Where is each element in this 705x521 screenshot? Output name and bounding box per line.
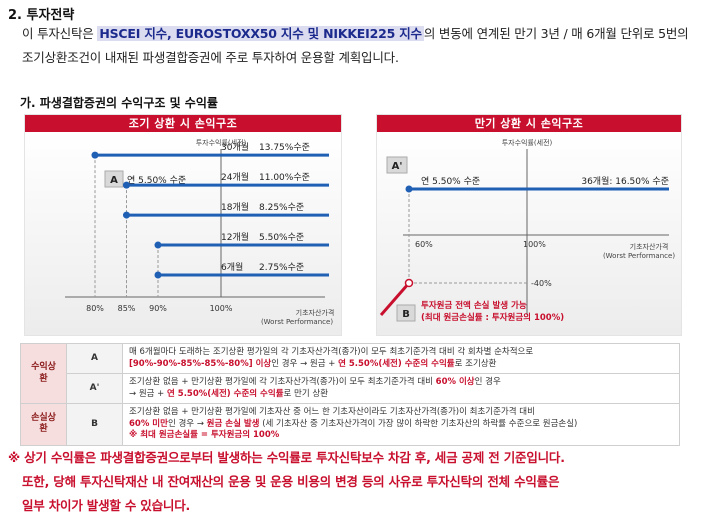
intro-post: 의 변동에 연계된 만기 3년 / 매 6개월 단위로 5번의 조기상환조건이 … xyxy=(22,26,689,65)
maturity-badge-a-box xyxy=(386,156,408,174)
maturity-panel-title: 만기 상환 시 손익구조 xyxy=(377,115,681,132)
footnote: ※ 상기 수익률은 파생결합증권으로부터 발생하는 수익률로 투자신탁보수 차감… xyxy=(8,446,698,518)
row-description: 조기상환 없음 + 만기상환 평가일에 각 기초자산가격(종가)이 모두 최초기… xyxy=(122,373,680,404)
early-x-axis-sublabel: (Worst Performance) xyxy=(261,318,333,326)
maturity-badge-b-box xyxy=(396,304,416,322)
early-level-rate: 11.00%수준 xyxy=(259,172,310,183)
early-level-period: 18개월 xyxy=(221,201,249,213)
early-level-dot xyxy=(123,181,130,189)
maturity-y-axis-label: 투자수익률(세전) xyxy=(502,138,553,147)
intro-paragraph: 이 투자신탁은 HSCEI 지수, EUROSTOXX50 지수 및 NIKKE… xyxy=(22,22,692,70)
row-description: 조기상환 없음 + 만기상환 평가일에 기초자산 중 어느 한 기초자산이라도 … xyxy=(122,403,680,446)
early-label-a: 연 5.50% 수준 xyxy=(127,175,186,186)
early-levels: 30개월 13.75%수준 24개월 11.00%수준 18개월 8.25%수준 12개월 5… xyxy=(91,141,329,297)
maturity-x-axis-sublabel: (Worst Performance) xyxy=(603,252,675,260)
footnote-line-3: 일부 차이가 발생할 수 있습니다. xyxy=(22,498,191,513)
early-level-dot xyxy=(154,241,162,249)
table-row: 손실상환 B 조기상환 없음 + 만기상환 평가일에 기초자산 중 어느 한 기… xyxy=(20,403,680,446)
footnote-line-1: ※ 상기 수익률은 파생결합증권으로부터 발생하는 수익률로 투자신탁보수 차감… xyxy=(8,450,565,465)
early-level-period: 12개월 xyxy=(221,231,249,243)
conditions-table: 수익상환 A 매 6개월마다 도래하는 조기상환 평가일의 각 기초자산가격(종… xyxy=(20,343,680,446)
maturity-loss-text-2: (최대 원금손실률 : 투자원금의 100%) xyxy=(421,312,564,323)
early-level-period: 24개월 xyxy=(221,171,249,183)
maturity-tick-100: 100% xyxy=(523,240,546,249)
early-level-dot xyxy=(123,211,130,219)
early-level-dot xyxy=(154,271,162,279)
early-level-period: 6개월 xyxy=(221,261,243,273)
table-row: A' 조기상환 없음 + 만기상환 평가일에 각 기초자산가격(종가)이 모두 … xyxy=(21,373,680,404)
intro-pre: 이 투자신탁은 xyxy=(22,26,98,41)
row-code: A xyxy=(66,343,123,374)
maturity-loss-dot xyxy=(404,278,414,288)
early-level-rate: 5.50%수준 xyxy=(259,232,304,243)
maturity-badge-b: B xyxy=(402,309,410,320)
footnote-line-2: 또한, 당해 투자신탁재산 내 잔여재산의 운용 및 운용 비용의 변경 등의 … xyxy=(22,474,560,489)
early-level-period: 30개월 xyxy=(221,141,249,153)
early-y-axis-label: 투자수익률(세전) xyxy=(196,138,247,147)
maturity-chart-svg: 투자수익률(세전) 기초자산가격 (Worst Performance) A' … xyxy=(379,138,675,323)
early-level-dot xyxy=(91,151,99,159)
early-x-axis-label: 기초자산가격 xyxy=(296,308,335,317)
early-badge-a: A xyxy=(110,175,118,186)
early-badge-a-box xyxy=(104,170,124,188)
row-code: B xyxy=(66,403,123,446)
early-x-tick: 85% xyxy=(118,304,136,313)
early-level-rate: 8.25%수준 xyxy=(259,202,304,213)
early-chart: 투자수익률(세전) 기초자산가격 (Worst Performance) A 연… xyxy=(25,115,343,341)
maturity-loss-text-1: 투자원금 전액 손실 발생 가능 xyxy=(421,300,527,311)
maturity-return-dot xyxy=(405,185,413,193)
profit-category: 수익상환 xyxy=(20,343,67,404)
maturity-label-a: 연 5.50% 수준 xyxy=(421,176,480,187)
section-title: 2. 투자전략 xyxy=(8,4,74,23)
early-level-rate: 13.75%수준 xyxy=(259,142,310,153)
row-description: 매 6개월마다 도래하는 조기상환 평가일의 각 기초자산가격(종가)이 모두 … xyxy=(122,343,680,374)
section-title-text: 투자전략 xyxy=(26,8,75,23)
maturity-chart: 투자수익률(세전) 기초자산가격 (Worst Performance) A' … xyxy=(377,115,683,341)
table-row: 수익상환 A 매 6개월마다 도래하는 조기상환 평가일의 각 기초자산가격(종… xyxy=(20,343,680,404)
maturity-redemption-panel: 만기 상환 시 손익구조 투자수익률(세전) 기초자산가격 (Worst Per… xyxy=(376,114,682,336)
maturity-tick-60: 60% xyxy=(415,240,433,249)
maturity-x-axis-label: 기초자산가격 xyxy=(630,242,669,251)
subsection-title: 가. 파생결합증권의 수익구조 및 수익률 xyxy=(20,96,218,110)
early-panel-title: 조기 상환 시 손익구조 xyxy=(25,115,341,132)
row-code: A' xyxy=(66,373,123,404)
early-x-tick: 80% xyxy=(86,304,104,313)
early-x-tick: 90% xyxy=(149,304,167,313)
early-chart-svg: 투자수익률(세전) 기초자산가격 (Worst Performance) A 연… xyxy=(65,138,335,326)
early-x-tick: 100% xyxy=(210,304,233,313)
maturity-label-36: 36개월: 16.50% 수준 xyxy=(581,175,669,187)
early-redemption-panel: 조기 상환 시 손익구조 투자수익률(세전) 기초자산가격 (Worst Per… xyxy=(24,114,342,336)
intro-highlight: HSCEI 지수, EUROSTOXX50 지수 및 NIKKEI225 지수 xyxy=(97,26,424,41)
maturity-loss-tick: -40% xyxy=(531,279,552,288)
loss-category: 손실상환 xyxy=(20,403,67,446)
early-ticks: 80% 85% 90% 100% xyxy=(86,304,233,313)
maturity-loss-line xyxy=(379,282,411,316)
maturity-badge-a: A' xyxy=(392,161,403,172)
early-level-rate: 2.75%수준 xyxy=(259,262,304,273)
section-number: 2. xyxy=(8,8,22,23)
